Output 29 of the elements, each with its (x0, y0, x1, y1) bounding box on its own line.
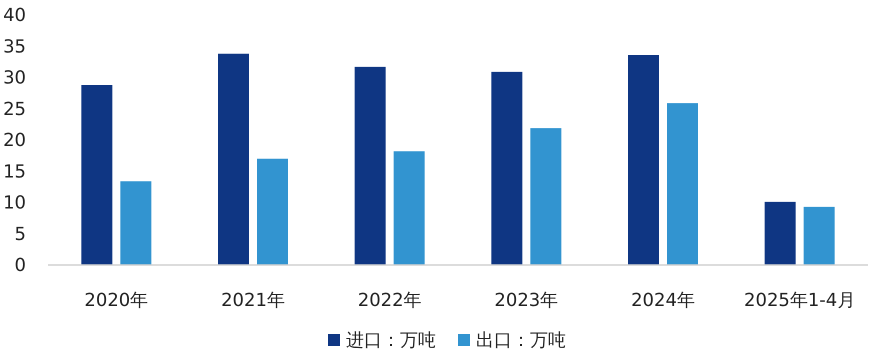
x-tick-label: 2024年 (631, 290, 695, 311)
bar (764, 202, 796, 265)
x-tick-label: 2023年 (494, 290, 558, 311)
x-tick-label: 2020年 (84, 290, 148, 311)
bar (81, 85, 112, 265)
bar (218, 54, 249, 265)
bar (257, 158, 288, 265)
bar (530, 128, 562, 265)
bar (628, 55, 659, 265)
y-tick-label: 20 (3, 130, 26, 151)
bar (120, 181, 152, 265)
y-tick-label: 0 (14, 255, 26, 276)
bar (394, 151, 425, 265)
y-tick-label: 15 (3, 161, 26, 182)
legend-label: 进口：万吨 (346, 330, 436, 351)
x-tick-label: 2025年1-4月 (744, 290, 856, 311)
y-tick-label: 10 (3, 192, 26, 214)
bar (667, 103, 698, 265)
y-tick-label: 35 (3, 36, 26, 58)
x-tick-label: 2021年 (221, 290, 285, 311)
bar (491, 72, 522, 265)
bar (804, 206, 835, 265)
y-tick-label: 30 (3, 68, 26, 88)
legend-label: 出口：万吨 (476, 330, 566, 351)
x-tick-label: 2022年 (358, 290, 422, 311)
y-tick-label: 40 (3, 5, 26, 26)
y-tick-label: 25 (3, 98, 26, 120)
y-tick-label: 5 (14, 224, 26, 245)
bar (354, 66, 386, 265)
